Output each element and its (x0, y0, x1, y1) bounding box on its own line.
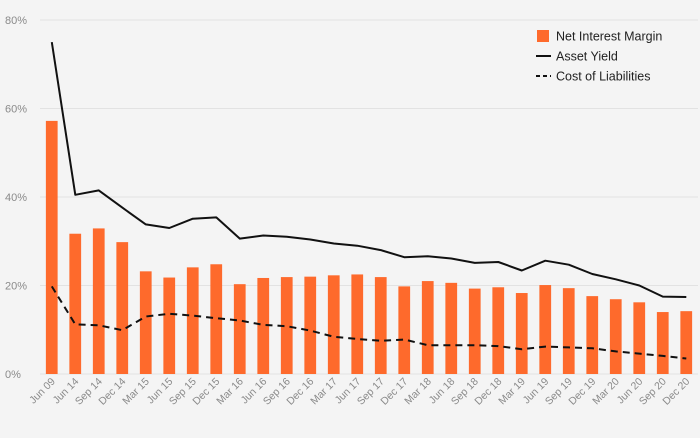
bar-net-interest-margin (116, 242, 129, 374)
bar-net-interest-margin (656, 312, 669, 374)
bar-net-interest-margin (92, 228, 105, 374)
x-tick-label: Dec 20 (660, 376, 692, 408)
x-tick-label: Mar 17 (308, 376, 340, 408)
x-tick-label: Mar 15 (120, 376, 152, 408)
y-tick-label: 0% (5, 369, 21, 381)
bar-net-interest-margin (445, 282, 458, 374)
bar-net-interest-margin (163, 277, 176, 374)
legend: Net Interest Margin Asset Yield Cost of Li… (536, 30, 662, 84)
legend-label-asset-yield: Asset Yield (556, 50, 618, 64)
bar-net-interest-margin (45, 120, 58, 374)
bar-net-interest-margin (609, 299, 622, 374)
bar-net-interest-margin (633, 302, 646, 374)
legend-swatch-net-interest-margin (537, 30, 549, 42)
bar-net-interest-margin (398, 286, 411, 374)
bar-net-interest-margin (327, 275, 340, 374)
x-tick-label: Mar 19 (496, 376, 528, 408)
bar-net-interest-margin (186, 267, 199, 374)
bar-net-interest-margin (421, 281, 434, 374)
bars (45, 120, 693, 374)
bar-net-interest-margin (374, 277, 387, 374)
y-tick-label: 80% (5, 15, 27, 27)
x-tick-label: Mar 20 (590, 376, 622, 408)
legend-label-net-interest-margin: Net Interest Margin (556, 30, 662, 44)
y-tick-label: 40% (5, 192, 27, 204)
bar-net-interest-margin (280, 277, 293, 374)
x-tick-label: Mar 18 (402, 376, 434, 408)
y-axis-ticks: 0% 20% 40% 60% 80% (5, 15, 27, 381)
lines (50, 41, 687, 360)
bar-net-interest-margin (304, 276, 317, 374)
bar-net-interest-margin (562, 288, 575, 374)
bar-net-interest-margin (351, 274, 364, 374)
bar-net-interest-margin (586, 296, 599, 374)
legend-label-cost-of-liabilities: Cost of Liabilities (556, 70, 651, 84)
bar-net-interest-margin (680, 311, 693, 374)
bar-net-interest-margin (210, 264, 223, 374)
series-line-asset-yield (50, 41, 687, 298)
bar-net-interest-margin (492, 287, 505, 374)
y-tick-label: 20% (5, 281, 27, 293)
x-tick-label: Mar 16 (214, 376, 246, 408)
bar-net-interest-margin (233, 284, 246, 374)
y-tick-label: 60% (5, 104, 27, 116)
bar-net-interest-margin (468, 288, 481, 374)
bar-net-interest-margin (139, 271, 152, 374)
series-line-cost-of-liabilities (50, 285, 687, 360)
bar-net-interest-margin (539, 285, 552, 374)
bar-net-interest-margin (257, 277, 270, 374)
bar-net-interest-margin (515, 293, 528, 374)
bar-net-interest-margin (69, 233, 82, 374)
